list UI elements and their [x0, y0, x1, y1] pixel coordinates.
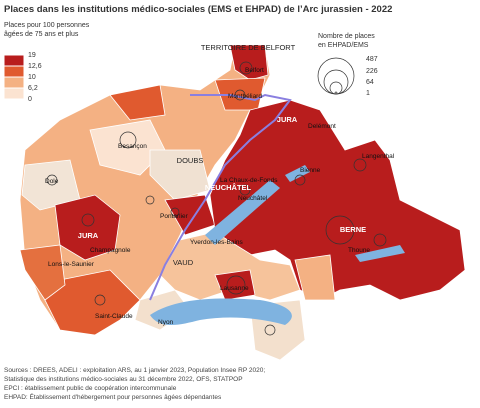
legend-swatch	[3, 76, 25, 89]
circle	[145, 195, 155, 205]
region-label: BERNE	[340, 225, 366, 234]
area	[19, 44, 271, 336]
city-label: Montbéliard	[228, 93, 262, 100]
legend-label: 10	[28, 74, 36, 81]
sources: Sources : DREES, ADELI : exploitation AR…	[4, 367, 265, 401]
legend-label: 64	[366, 79, 374, 86]
source-line: Sources : DREES, ADELI : exploitation AR…	[4, 367, 265, 374]
area	[159, 231, 301, 301]
area	[44, 269, 141, 336]
region-label: TERRITOIRE DE BELFORT	[201, 43, 296, 52]
legend-label: 6,2	[28, 85, 38, 92]
city-label: Thoune	[348, 247, 370, 254]
city-label: Bienne	[300, 167, 321, 174]
city-label: Yverdon-les-Bains	[190, 239, 243, 246]
legend-swatch	[3, 87, 25, 100]
circle	[94, 294, 106, 306]
circle	[353, 158, 367, 172]
city-label: Champagnole	[90, 247, 131, 254]
region-label: DOUBS	[177, 156, 204, 165]
circle	[81, 213, 95, 227]
legend-label: 1	[366, 90, 370, 97]
legend-circle	[334, 91, 338, 95]
city-label: Nyon	[158, 319, 174, 326]
city-label: Langenthal	[362, 153, 395, 160]
lake	[205, 180, 280, 245]
legend-label: 0	[28, 96, 32, 103]
city-label: Dole	[45, 178, 59, 185]
area	[109, 84, 166, 121]
area	[19, 244, 66, 301]
region-label: NEUCHÂTEL	[205, 183, 252, 192]
title: Places dans les institutions médico-soci…	[4, 4, 392, 15]
circle	[294, 174, 306, 186]
region-label: JURA	[277, 115, 298, 124]
circle	[373, 233, 387, 247]
circles	[46, 61, 387, 336]
city-label: Neuchâtel	[238, 195, 268, 202]
fill-legend: Places pour 100 personnes âgées de 75 an…	[3, 22, 90, 103]
source-line: EPCI : établissement public de coopérati…	[4, 385, 177, 392]
legend-swatch	[3, 54, 25, 67]
area	[214, 269, 256, 301]
area	[149, 149, 211, 201]
circle	[239, 184, 251, 196]
city-label: Besançon	[118, 143, 147, 150]
legend-title: âgées de 75 ans et plus	[4, 31, 79, 38]
lake	[150, 298, 292, 325]
circle	[239, 61, 253, 75]
city-label: Lons-le-Saunier	[48, 261, 95, 268]
legend-title: Places pour 100 personnes	[4, 22, 90, 29]
city-label: Saint-Claude	[95, 313, 133, 320]
city-label: Lausanne	[220, 285, 249, 292]
circle	[325, 215, 355, 245]
lake	[285, 165, 310, 182]
legend-label: 19	[28, 52, 36, 59]
legend-label: 226	[366, 68, 378, 75]
legend-label: 487	[366, 56, 378, 63]
legend-circle	[317, 57, 355, 95]
circle	[234, 89, 246, 101]
legend-title: en EHPAD/EMS	[318, 42, 369, 49]
circle	[264, 324, 276, 336]
circle	[119, 131, 137, 149]
lake	[355, 245, 405, 262]
city-label: Pontarlier	[160, 213, 189, 220]
circle	[46, 174, 58, 186]
city-label: La Chaux-de-Fonds	[220, 177, 278, 184]
region-label: JURA	[78, 231, 99, 240]
source-line: Statistique des institutions médico-soci…	[4, 376, 243, 383]
size-legend: Nombre de places en EHPAD/EMS 487 226 64…	[317, 33, 378, 97]
circle	[170, 207, 180, 217]
legend-title: Nombre de places	[318, 33, 375, 40]
source-line: EHPAD: Établissement d'hébergement pour …	[4, 392, 222, 401]
area	[294, 254, 336, 301]
legend-swatch	[3, 65, 25, 78]
labels: TERRITOIRE DE BELFORT DOUBS JURA JURA NE…	[45, 43, 395, 326]
map: TERRITOIRE DE BELFORT DOUBS JURA JURA NE…	[19, 43, 466, 361]
city-label: Belfort	[245, 67, 264, 74]
border	[149, 93, 292, 301]
circle	[226, 275, 246, 295]
region-label: VAUD	[173, 258, 194, 267]
legend-label: 12,6	[28, 63, 42, 70]
city-label: Delémont	[308, 123, 336, 130]
